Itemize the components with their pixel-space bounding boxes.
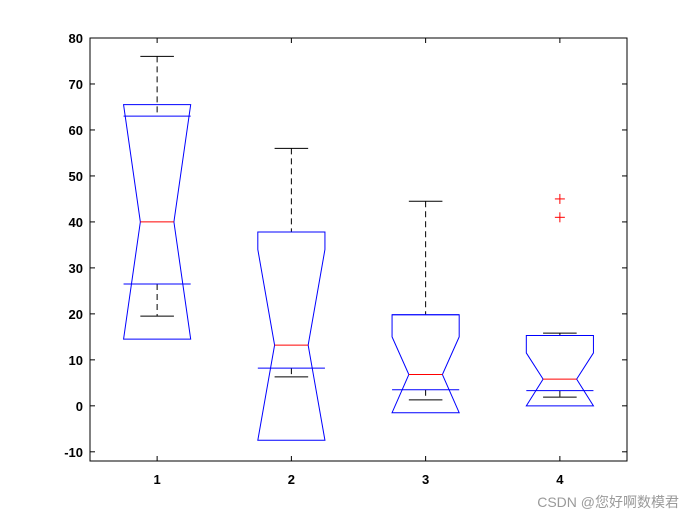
- y-tick-label: 60: [69, 123, 83, 138]
- notched-box: [391, 314, 460, 414]
- watermark: CSDN @您好啊数模君: [537, 494, 679, 510]
- x-tick-label: 4: [556, 472, 564, 487]
- x-tick-label: 2: [288, 472, 295, 487]
- y-tick-label: 30: [69, 261, 83, 276]
- y-tick-label: 10: [69, 353, 83, 368]
- y-tick-label: 70: [69, 77, 83, 92]
- box-series: [122, 55, 595, 441]
- y-tick-label: 20: [69, 307, 83, 322]
- y-tick-label: 40: [69, 215, 83, 230]
- notched-box: [525, 334, 595, 407]
- y-tick-label: 50: [69, 169, 83, 184]
- x-tick-label: 1: [154, 472, 161, 487]
- y-tick-label: 0: [76, 399, 83, 414]
- box-2: [257, 147, 326, 441]
- y-tick-label: 80: [69, 31, 83, 46]
- x-tick-label: 3: [422, 472, 429, 487]
- box-3: [391, 200, 460, 414]
- box-1: [122, 55, 192, 340]
- notched-box: [257, 231, 326, 441]
- box-4: [525, 193, 595, 407]
- y-tick-label: -10: [64, 445, 83, 460]
- axis-ticks: -10 0 10 20 30 40 50 60 70 80 1 2 3 4: [64, 31, 627, 487]
